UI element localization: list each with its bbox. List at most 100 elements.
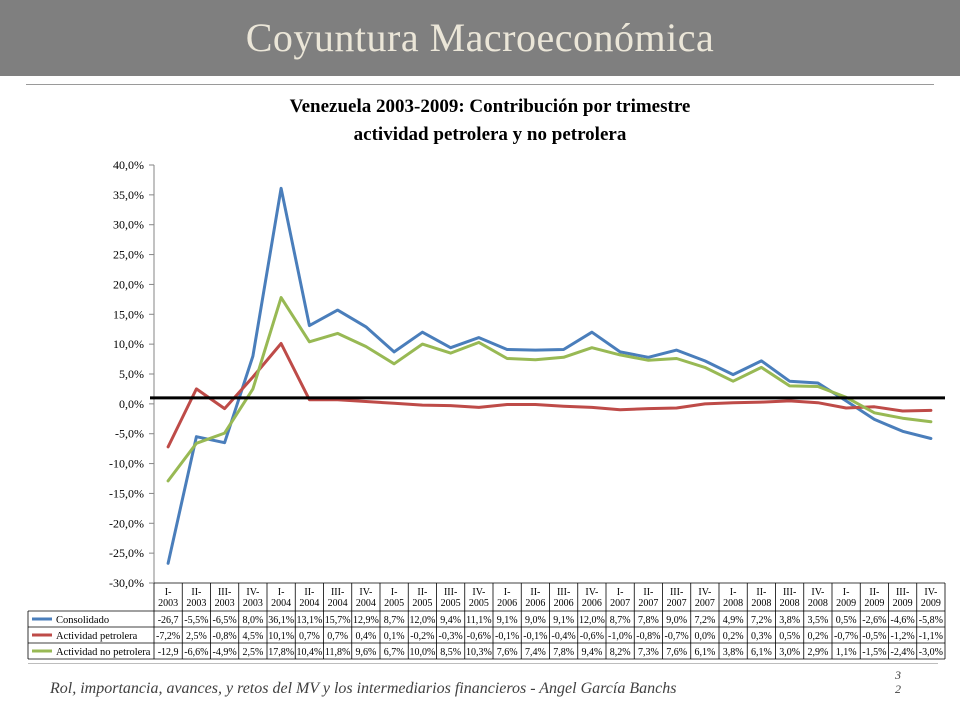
x-tick-label-year: 2008 — [808, 598, 828, 609]
data-label: 36,1% — [268, 615, 294, 626]
data-label: 12,9% — [353, 615, 379, 626]
x-tick-label: IV- — [924, 587, 937, 598]
series-line — [166, 186, 933, 565]
data-label: 9,1% — [497, 615, 518, 626]
x-tick-label-year: 2007 — [610, 598, 630, 609]
data-label: 11,1% — [466, 615, 491, 626]
footer-divider — [28, 663, 938, 664]
data-label: -0,1% — [495, 631, 519, 642]
x-tick-label-year: 2005 — [441, 598, 461, 609]
data-label: 7,6% — [497, 647, 518, 658]
x-tick-label-year: 2003 — [186, 598, 206, 609]
data-label: -3,0% — [919, 647, 943, 658]
x-tick-label-year: 2009 — [893, 598, 913, 609]
x-tick-label: I- — [278, 587, 285, 598]
data-label: 9,6% — [355, 647, 376, 658]
y-tick-label: -20,0% — [109, 516, 144, 530]
x-tick-label-year: 2007 — [695, 598, 715, 609]
data-label: 6,7% — [384, 647, 405, 658]
data-label: 0,7% — [327, 631, 348, 642]
page-number: 3 2 — [893, 668, 903, 696]
x-tick-label: IV- — [585, 587, 598, 598]
data-label: 10,3% — [466, 647, 492, 658]
data-label: 7,8% — [553, 647, 574, 658]
x-tick-label-year: 2009 — [836, 598, 856, 609]
data-label: 10,4% — [296, 647, 322, 658]
data-label: 10,0% — [409, 647, 435, 658]
footer-citation: Rol, importancia, avances, y retos del M… — [50, 680, 677, 697]
data-label: -12,9 — [158, 647, 179, 658]
data-label: 2,5% — [186, 631, 207, 642]
x-tick-label: III- — [896, 587, 909, 598]
x-tick-label: III- — [557, 587, 570, 598]
x-tick-label-year: 2004 — [356, 598, 376, 609]
x-tick-label: III- — [670, 587, 683, 598]
y-tick-label: 30,0% — [113, 218, 144, 232]
data-label: 9,0% — [525, 615, 546, 626]
data-label: -6,6% — [184, 647, 208, 658]
data-label: -4,9% — [213, 647, 237, 658]
x-tick-label-year: 2006 — [525, 598, 545, 609]
data-label: -2,4% — [891, 647, 915, 658]
x-tick-label: II- — [304, 587, 314, 598]
x-tick-label: I- — [165, 587, 172, 598]
x-tick-label: I- — [391, 587, 398, 598]
x-tick-label-year: 2007 — [638, 598, 658, 609]
x-tick-label: IV- — [246, 587, 259, 598]
x-tick-label: III- — [218, 587, 231, 598]
x-tick-label-year: 2004 — [328, 598, 348, 609]
data-label: 0,2% — [807, 631, 828, 642]
x-tick-label-year: 2003 — [243, 598, 263, 609]
data-label: 0,2% — [723, 631, 744, 642]
y-tick-label: 10,0% — [113, 337, 144, 351]
data-label: -1,5% — [862, 647, 886, 658]
data-label: -0,2% — [410, 631, 434, 642]
x-tick-label: I- — [730, 587, 737, 598]
x-tick-label-year: 2005 — [469, 598, 489, 609]
series-line — [166, 342, 933, 449]
data-label: -0,5% — [862, 631, 886, 642]
y-tick-label: 40,0% — [113, 158, 144, 172]
x-tick-label: III- — [444, 587, 457, 598]
data-label: 2,5% — [242, 647, 263, 658]
legend-label: Actividad no petrolera — [56, 647, 151, 658]
data-label: -0,3% — [439, 631, 463, 642]
data-label: 7,3% — [638, 647, 659, 658]
x-tick-label-year: 2005 — [384, 598, 404, 609]
header-divider — [26, 84, 934, 85]
data-label: 9,0% — [666, 615, 687, 626]
x-tick-label: IV- — [472, 587, 485, 598]
data-label: 17,8% — [268, 647, 294, 658]
y-tick-label: 20,0% — [113, 277, 144, 291]
data-label: -1,1% — [919, 631, 943, 642]
x-tick-label-year: 2006 — [554, 598, 574, 609]
data-label: 7,4% — [525, 647, 546, 658]
data-label: 8,2% — [610, 647, 631, 658]
data-label: 7,2% — [751, 615, 772, 626]
data-label: 2,9% — [807, 647, 828, 658]
chart-title-line2: actividad petrolera y no petrolera — [353, 124, 627, 145]
y-tick-label: 25,0% — [113, 248, 144, 262]
data-label: -2,6% — [862, 615, 886, 626]
x-tick-label: II- — [643, 587, 653, 598]
data-label: 8,7% — [384, 615, 405, 626]
x-tick-label: II- — [417, 587, 427, 598]
data-label: 10,1% — [268, 631, 294, 642]
data-label: 6,1% — [751, 647, 772, 658]
data-label: 0,4% — [355, 631, 376, 642]
series-line — [166, 296, 933, 483]
data-label: 7,2% — [694, 615, 715, 626]
chart-title-line1: Venezuela 2003-2009: Contribución por tr… — [289, 96, 691, 117]
data-label: 0,3% — [751, 631, 772, 642]
data-label: 9,4% — [581, 647, 602, 658]
y-tick-label: 35,0% — [113, 188, 144, 202]
data-label: 7,6% — [666, 647, 687, 658]
x-tick-label-year: 2006 — [497, 598, 517, 609]
data-label: 0,5% — [779, 631, 800, 642]
x-tick-label-year: 2004 — [271, 598, 291, 609]
data-label: -5,8% — [919, 615, 943, 626]
data-label: 3,0% — [779, 647, 800, 658]
y-tick-label: -25,0% — [109, 546, 144, 560]
data-label: 13,1% — [296, 615, 322, 626]
data-label: -1,0% — [608, 631, 632, 642]
